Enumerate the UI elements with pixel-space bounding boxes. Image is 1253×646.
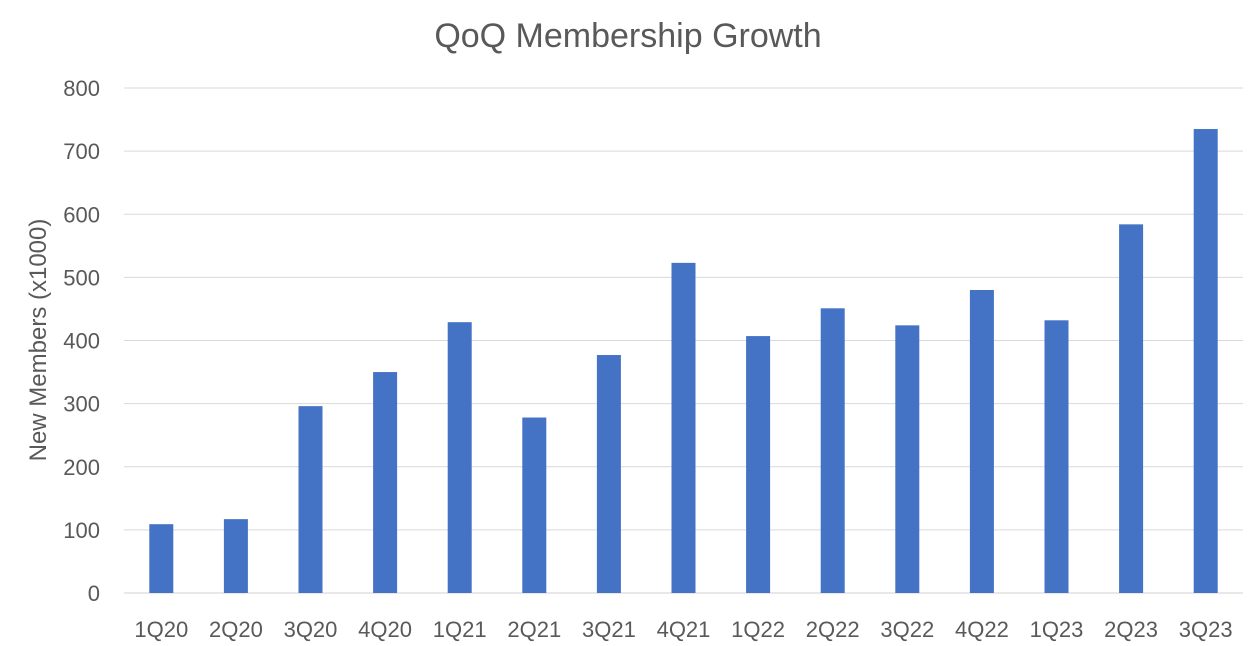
x-tick-label: 1Q20 <box>134 617 188 642</box>
y-tick-label: 700 <box>63 139 100 164</box>
y-tick-label: 0 <box>88 581 100 606</box>
bar-4q21 <box>671 262 696 593</box>
bar-1q22 <box>746 336 771 593</box>
bar-1q21 <box>447 322 472 593</box>
x-tick-label: 4Q22 <box>955 617 1009 642</box>
y-tick-label: 800 <box>63 76 100 101</box>
chart-title: QoQ Membership Growth <box>434 17 821 55</box>
x-tick-label: 1Q23 <box>1030 617 1084 642</box>
x-tick-label: 3Q20 <box>284 617 338 642</box>
x-tick-label: 4Q21 <box>657 617 711 642</box>
bar-4q20 <box>373 372 398 593</box>
x-tick-label: 2Q23 <box>1104 617 1158 642</box>
x-tick-label: 1Q21 <box>433 617 487 642</box>
bar-2q20 <box>223 519 248 593</box>
y-tick-label: 400 <box>63 329 100 354</box>
x-tick-label: 2Q21 <box>507 617 561 642</box>
bars <box>149 129 1218 593</box>
bar-3q23 <box>1193 129 1218 593</box>
bar-2q23 <box>1119 224 1144 593</box>
x-tick-label: 2Q20 <box>209 617 263 642</box>
bar-2q21 <box>522 417 547 593</box>
bar-4q22 <box>969 290 994 593</box>
y-tick-label: 100 <box>63 518 100 543</box>
x-tick-label: 3Q22 <box>880 617 934 642</box>
y-tick-label: 500 <box>63 265 100 290</box>
bar-2q22 <box>820 308 845 593</box>
y-tick-label: 200 <box>63 455 100 480</box>
x-tick-label: 3Q21 <box>582 617 636 642</box>
y-tick-label: 600 <box>63 202 100 227</box>
bar-1q20 <box>149 524 174 593</box>
x-axis-ticks: 1Q20 2Q20 3Q20 4Q20 1Q21 2Q21 3Q21 4Q21 1Q22 2Q22… <box>134 617 1232 642</box>
y-tick-label: 300 <box>63 392 100 417</box>
x-tick-label: 3Q23 <box>1179 617 1233 642</box>
y-axis-ticks: 0 100 200 300 400 500 600 700 800 <box>63 76 100 606</box>
x-tick-label: 1Q22 <box>731 617 785 642</box>
bar-1q23 <box>1044 320 1069 593</box>
bar-3q21 <box>596 355 621 593</box>
bar-3q20 <box>298 406 323 593</box>
x-tick-label: 4Q20 <box>358 617 412 642</box>
y-axis-label: New Members (x1000) <box>25 219 52 462</box>
bar-3q22 <box>895 325 920 593</box>
x-tick-label: 2Q22 <box>806 617 860 642</box>
